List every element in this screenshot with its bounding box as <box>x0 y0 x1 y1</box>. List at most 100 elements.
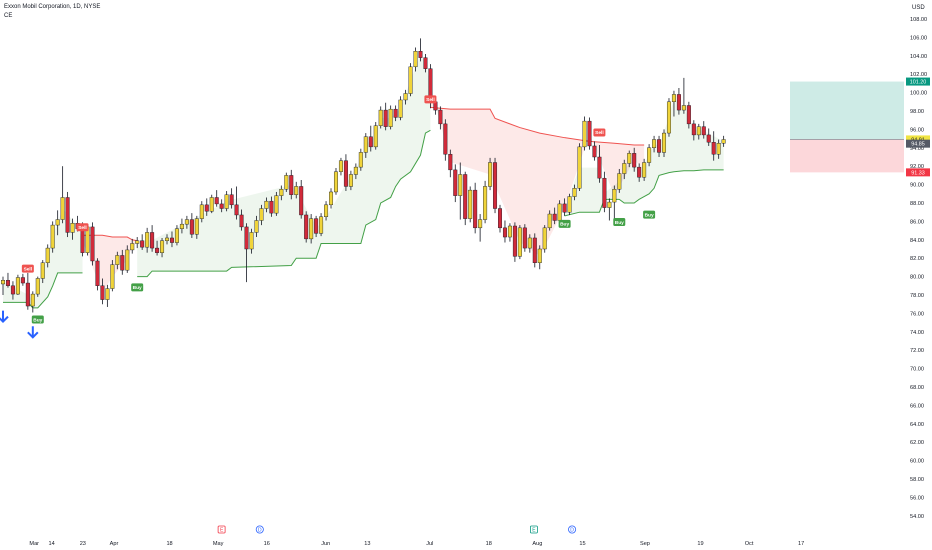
candle-body[interactable] <box>671 94 676 103</box>
candle-body[interactable] <box>642 162 647 178</box>
candle-body[interactable] <box>55 219 60 226</box>
candle-body[interactable] <box>542 227 547 250</box>
candle-body[interactable] <box>448 154 453 171</box>
candle-body[interactable] <box>483 186 488 220</box>
candle-body[interactable] <box>358 152 363 168</box>
candle-body[interactable] <box>329 191 334 206</box>
candle-body[interactable] <box>388 108 393 127</box>
symbol-title[interactable]: Exxon Mobil Corporation, 1D, NYSE <box>4 4 101 10</box>
sell-signal[interactable]: Sell <box>21 264 34 273</box>
candle-body[interactable] <box>100 285 105 300</box>
candle-body[interactable] <box>637 166 642 178</box>
candle-body[interactable] <box>473 189 478 229</box>
candle-body[interactable] <box>408 66 413 94</box>
candle-body[interactable] <box>582 120 587 148</box>
buy-signal[interactable]: Buy <box>558 219 571 228</box>
candle-body[interactable] <box>517 227 522 257</box>
candle-body[interactable] <box>398 99 403 118</box>
candle-body[interactable] <box>160 240 165 253</box>
candle-body[interactable] <box>522 227 527 249</box>
candle-body[interactable] <box>165 237 170 241</box>
buy-signal[interactable]: Buy <box>131 283 144 292</box>
earnings-icon[interactable]: E <box>530 525 538 534</box>
candle-body[interactable] <box>279 188 284 196</box>
candle-body[interactable] <box>557 203 562 221</box>
candle-body[interactable] <box>458 174 463 196</box>
candle-body[interactable] <box>309 218 314 240</box>
candle-body[interactable] <box>413 51 418 68</box>
candle-body[interactable] <box>194 218 199 235</box>
candle-body[interactable] <box>443 123 448 155</box>
candle-body[interactable] <box>602 177 607 208</box>
candle-body[interactable] <box>647 147 652 163</box>
candle-body[interactable] <box>721 139 726 144</box>
candle-body[interactable] <box>1 280 5 285</box>
candle-body[interactable] <box>234 204 239 216</box>
candle-body[interactable] <box>691 123 696 136</box>
candle-body[interactable] <box>319 216 324 234</box>
candle-body[interactable] <box>363 136 368 153</box>
candle-body[interactable] <box>199 204 204 219</box>
candle-body[interactable] <box>686 105 691 125</box>
buy-signal[interactable]: Buy <box>31 315 44 324</box>
candle-body[interactable] <box>70 223 75 233</box>
candle-body[interactable] <box>20 277 25 284</box>
candle-body[interactable] <box>40 262 45 279</box>
candle-body[interactable] <box>403 93 408 101</box>
sell-signal[interactable]: Sell <box>593 128 606 137</box>
candle-body[interactable] <box>617 173 622 190</box>
candle-body[interactable] <box>105 288 110 300</box>
candle-body[interactable] <box>155 247 160 253</box>
candle-body[interactable] <box>15 277 20 295</box>
candle-body[interactable] <box>174 228 179 243</box>
sell-signal[interactable]: Sell <box>76 223 89 232</box>
candle-body[interactable] <box>90 226 95 262</box>
candle-body[interactable] <box>314 218 319 234</box>
buy-signal[interactable]: Buy <box>613 218 626 227</box>
candle-body[interactable] <box>478 219 483 229</box>
candle-body[interactable] <box>706 134 711 143</box>
candle-body[interactable] <box>150 232 155 249</box>
candle-body[interactable] <box>239 214 244 228</box>
candle-body[interactable] <box>5 280 10 286</box>
candle-body[interactable] <box>502 227 507 238</box>
candle-body[interactable] <box>25 282 30 307</box>
candle-body[interactable] <box>597 156 602 179</box>
candle-body[interactable] <box>304 214 309 240</box>
candle-body[interactable] <box>716 142 721 155</box>
candle-body[interactable] <box>627 153 632 164</box>
candle-body[interactable] <box>30 293 35 307</box>
candle-body[interactable] <box>259 208 264 221</box>
candle-body[interactable] <box>612 188 617 203</box>
candle-body[interactable] <box>607 201 612 208</box>
candle-body[interactable] <box>572 188 577 197</box>
candle-body[interactable] <box>418 51 423 58</box>
candle-body[interactable] <box>468 189 473 219</box>
candle-body[interactable] <box>488 162 493 187</box>
candle-body[interactable] <box>254 220 259 233</box>
candle-body[interactable] <box>214 197 219 205</box>
candle-body[interactable] <box>368 136 373 148</box>
candle-body[interactable] <box>224 194 229 209</box>
candle-body[interactable] <box>289 175 294 195</box>
candle-body[interactable] <box>115 255 120 265</box>
dividend-icon[interactable]: D <box>568 525 577 534</box>
candle-body[interactable] <box>577 146 582 189</box>
candle-body[interactable] <box>373 125 378 148</box>
candle-body[interactable] <box>378 109 383 126</box>
indicator-label[interactable]: CE <box>4 13 13 19</box>
candle-body[interactable] <box>120 255 125 271</box>
candle-body[interactable] <box>562 203 567 213</box>
candle-body[interactable] <box>130 243 135 251</box>
candle-body[interactable] <box>587 120 592 147</box>
candle-body[interactable] <box>60 197 65 220</box>
candle-body[interactable] <box>592 145 597 158</box>
candle-body[interactable] <box>498 208 503 229</box>
candle-body[interactable] <box>676 94 681 111</box>
candle-body[interactable] <box>343 160 348 187</box>
candle-body[interactable] <box>219 203 224 209</box>
candle-body[interactable] <box>657 139 662 153</box>
candle-body[interactable] <box>383 109 388 127</box>
candle-body[interactable] <box>537 248 542 264</box>
